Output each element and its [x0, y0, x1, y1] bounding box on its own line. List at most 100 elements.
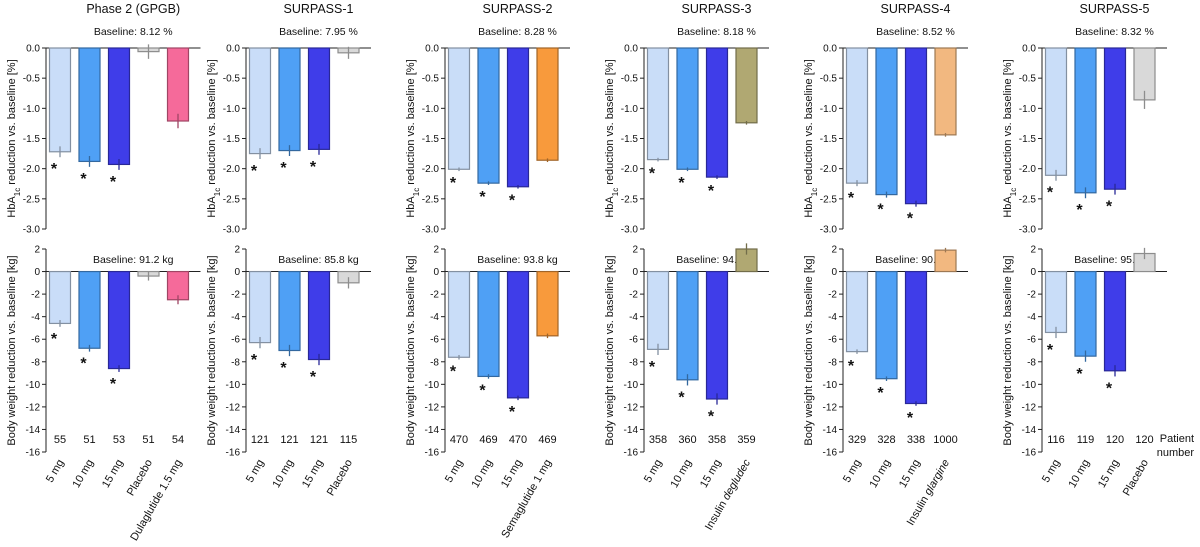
y-tick-label: 0 — [433, 267, 439, 278]
weight-subplot: 2 0 -2 -4 -6 -8 -10 -12 -14 -16 Body weight reduct… — [206, 245, 371, 459]
y-tick-label: 0 — [1030, 267, 1036, 278]
y-tick-label: -14 — [226, 425, 241, 436]
y-tick-label: -2.0 — [1019, 164, 1037, 175]
bar — [506, 270, 530, 399]
category-label: 5 mg — [1040, 458, 1063, 485]
patient-number: 120 — [1135, 434, 1153, 446]
y-tick-label: -12 — [226, 402, 241, 413]
weight-subplot: 2 0 -2 -4 -6 -8 -10 -12 -14 -16 Body weight reduct… — [604, 243, 769, 459]
patient-number: 328 — [877, 434, 895, 446]
y-tick-label: 2 — [234, 245, 240, 256]
y-tick-label: -8 — [31, 357, 40, 368]
y-tick-label: -1.5 — [621, 134, 639, 145]
baseline-label: Baseline: 8.28 % — [478, 26, 557, 38]
significance-star: * — [1047, 185, 1054, 202]
patient-number: 1000 — [933, 434, 957, 446]
y-tick-label: -1.5 — [422, 134, 440, 145]
patient-number: 116 — [1047, 434, 1065, 446]
y-tick-label: -4 — [629, 312, 638, 323]
significance-star: * — [110, 174, 117, 191]
significance-star: * — [280, 360, 287, 377]
y-tick-label: -8 — [629, 357, 638, 368]
baseline-label: Baseline: 8.12 % — [94, 26, 173, 38]
panel-5: SURPASS-4 0.0 -0.5 -1.0 -1.5 -2.0 -2.5 -3.0HbA1… — [803, 2, 968, 528]
patient-number: 51 — [83, 434, 95, 446]
y-tick-label: -2.5 — [223, 194, 241, 205]
y-tick-label: 2 — [433, 245, 439, 256]
y-tick-label: -16 — [1022, 448, 1037, 459]
y-tick-label: -6 — [231, 335, 240, 346]
bar — [1103, 270, 1127, 372]
significance-star: * — [708, 183, 715, 200]
y-tick-label: 2 — [831, 245, 837, 256]
bar — [447, 270, 471, 358]
y-tick-label: -2.5 — [820, 194, 838, 205]
patient-number: 121 — [280, 434, 298, 446]
y-tick-label: 0.0 — [425, 44, 439, 55]
baseline-label: Baseline: 85.8 kg — [278, 254, 359, 266]
patient-number: 470 — [509, 434, 527, 446]
significance-star: * — [1106, 199, 1113, 216]
y-axis-label: Body weight reduction vs. baseline [kg] — [1002, 255, 1014, 445]
significance-star: * — [1106, 380, 1113, 397]
category-label: 10 mg — [867, 458, 893, 490]
bar — [78, 270, 101, 349]
significance-star: * — [649, 165, 656, 182]
bar — [1074, 270, 1097, 357]
weight-subplot: 2 0 -2 -4 -6 -8 -10 -12 -14 -16 Body weight reduct… — [803, 245, 968, 459]
category-label: 10 mg — [1066, 458, 1092, 490]
y-tick-label: -6 — [828, 335, 837, 346]
patient-number: 115 — [340, 434, 358, 446]
y-tick-label: 2 — [34, 245, 40, 256]
significance-star: * — [1076, 366, 1083, 383]
y-tick-label: -8 — [231, 357, 240, 368]
panel-title: SURPASS-2 — [483, 2, 553, 16]
bar — [307, 47, 331, 150]
patient-number: 51 — [142, 434, 154, 446]
significance-star: * — [251, 163, 258, 180]
y-axis-label: HbA1c reduction vs. baseline [%] — [1002, 59, 1018, 217]
significance-star: * — [848, 358, 855, 375]
y-tick-label: -1.0 — [820, 104, 838, 115]
y-tick-label: -2 — [31, 290, 40, 301]
category-label: 15 mg — [698, 458, 724, 490]
y-tick-label: -2.0 — [223, 164, 241, 175]
y-tick-label: -3.0 — [422, 225, 440, 236]
y-tick-label: 0 — [34, 267, 40, 278]
category-label: 5 mg — [841, 458, 864, 485]
y-tick-label: -14 — [26, 425, 41, 436]
y-tick-label: -12 — [624, 402, 639, 413]
y-tick-label: -4 — [231, 312, 240, 323]
category-label: 10 mg — [668, 458, 694, 490]
y-tick-label: -10 — [26, 380, 41, 391]
significance-star: * — [649, 359, 656, 376]
significance-star: * — [678, 175, 685, 192]
category-label: 10 mg — [469, 458, 495, 490]
category-label: 15 mg — [100, 458, 126, 490]
bar — [845, 270, 869, 353]
bar — [536, 270, 559, 337]
significance-star: * — [509, 193, 516, 210]
baseline-label: Baseline: 93.8 kg — [477, 254, 558, 266]
panel-title: SURPASS-5 — [1080, 2, 1150, 16]
y-tick-label: -16 — [823, 448, 838, 459]
significance-star: * — [907, 211, 914, 228]
y-axis-label: Body weight reduction vs. baseline [kg] — [803, 255, 815, 445]
category-label: 15 mg — [897, 458, 923, 490]
y-tick-label: 2 — [1030, 245, 1036, 256]
y-tick-label: -3.0 — [223, 225, 241, 236]
bar — [166, 47, 190, 122]
baseline-label: Baseline: 8.32 % — [1075, 26, 1154, 38]
y-tick-label: -0.5 — [1019, 74, 1037, 85]
y-tick-label: -16 — [624, 448, 639, 459]
y-tick-label: -10 — [226, 380, 241, 391]
y-tick-label: -16 — [26, 448, 41, 459]
y-tick-label: 0 — [632, 267, 638, 278]
significance-star: * — [80, 171, 87, 188]
y-tick-label: 0.0 — [624, 44, 638, 55]
